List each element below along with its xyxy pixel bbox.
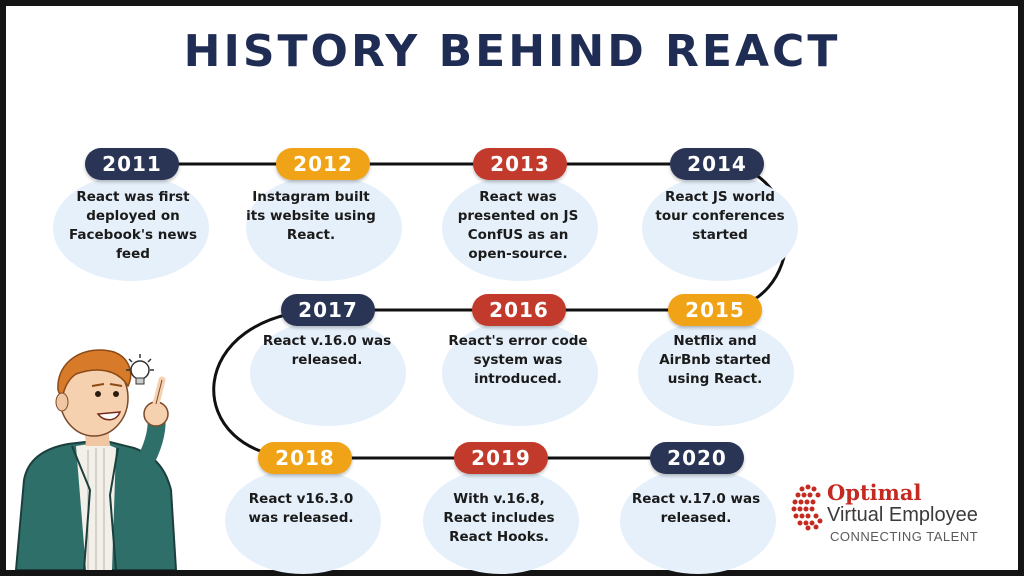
event-text-2020: React v.17.0 was released.: [631, 491, 761, 526]
year-pill-2015: 2015: [668, 294, 762, 326]
year-pill-2020: 2020: [650, 442, 744, 474]
event-text-2019: With v.16.8, React includes React Hooks.: [443, 491, 555, 545]
year-pill-2011: 2011: [85, 148, 179, 180]
logo-tagline: CONNECTING TALENT: [830, 529, 979, 544]
event-text-2014: React JS world tour conferences started: [655, 189, 785, 243]
optimal-logo-icon: [791, 484, 823, 531]
page-title: HISTORY BEHIND REACT: [183, 26, 841, 77]
event-text-2013: React was presented on JS ConfUS as an o…: [457, 189, 579, 262]
bubble-2020: [620, 468, 776, 574]
event-text-2016: React's error code system was introduced…: [448, 333, 588, 387]
year-pill-2019: 2019: [454, 442, 548, 474]
bubble-2016: [442, 320, 598, 426]
bubble-2014: [642, 175, 798, 281]
bubble-2011: [53, 175, 209, 281]
year-pill-2013: 2013: [473, 148, 567, 180]
bubble-2015: [638, 320, 794, 426]
bubble-2012: [246, 175, 402, 281]
event-text-2011: React was first deployed on Facebook's n…: [68, 189, 198, 262]
bubble-2018: [225, 468, 381, 574]
bubble-2013: [442, 175, 598, 281]
event-text-2015: Netflix and AirBnb started using React.: [659, 333, 771, 387]
year-pill-2018: 2018: [258, 442, 352, 474]
year-pill-2016: 2016: [472, 294, 566, 326]
event-text-2017: React v.16.0 was released.: [262, 333, 392, 368]
event-text-2012: Instagram built its website using React.: [246, 189, 376, 243]
year-pill-2014: 2014: [670, 148, 764, 180]
logo-name: Optimal: [827, 480, 922, 505]
bubble-2017: [250, 320, 406, 426]
bubble-2019: [423, 468, 579, 574]
logo-subtitle: Virtual Employee: [827, 504, 978, 526]
event-text-2018: React v16.3.0 was released.: [248, 491, 354, 526]
lightbulb-icon: [126, 354, 154, 385]
year-pill-2012: 2012: [276, 148, 370, 180]
year-pill-2017: 2017: [281, 294, 375, 326]
pointing-man-illustration: [14, 349, 178, 570]
